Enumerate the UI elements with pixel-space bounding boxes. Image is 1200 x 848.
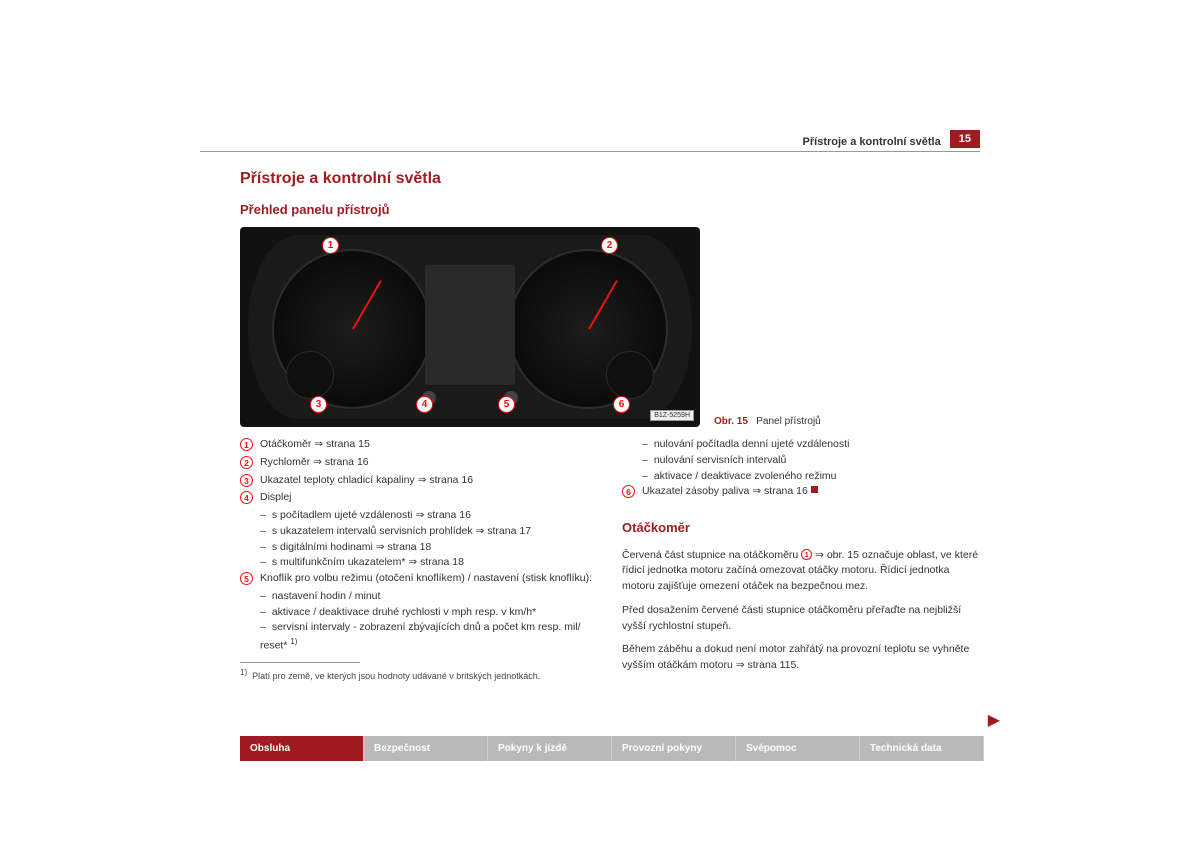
cluster-bg (248, 235, 692, 419)
list-sub: s ukazatelem intervalů servisních prohlí… (260, 524, 598, 540)
item-text: Ukazatel teploty chladicí kapaliny ⇒ str… (260, 473, 473, 489)
item-text: Displej (260, 490, 292, 506)
list-item-6: 6 Ukazatel zásoby paliva ⇒ strana 16 (622, 484, 980, 500)
section-subtitle: Přehled panelu přístrojů (240, 202, 980, 217)
list-sub: nastavení hodin / minut (260, 589, 598, 605)
speed-needle (588, 280, 618, 329)
body-text: Během záběhu a dokud není motor zahřátý … (622, 642, 980, 674)
item-number: 6 (622, 485, 635, 498)
right-column: nulování počítadla denní ujeté vzdálenos… (622, 437, 980, 684)
body-text: Před dosažením červené části stupnice ot… (622, 603, 980, 635)
item-number: 5 (240, 572, 253, 585)
center-display (425, 265, 515, 385)
list-sub: servisní intervaly - zobrazení zbývající… (260, 620, 598, 654)
item-text: Ukazatel zásoby paliva ⇒ strana 16 (642, 484, 818, 500)
list-sub: s digitálními hodinami ⇒ strana 18 (260, 540, 598, 556)
section-title-tacho: Otáčkoměr (622, 518, 980, 538)
fig-callout-3: 3 (310, 396, 327, 413)
footnote-rule (240, 662, 360, 663)
fuel-gauge (606, 351, 654, 399)
tab-bezpecnost[interactable]: Bezpečnost (364, 736, 488, 761)
item-number: 2 (240, 456, 253, 469)
tachometer-gauge (272, 249, 432, 409)
content-columns: 1 Otáčkoměr ⇒ strana 15 2 Rychloměr ⇒ st… (240, 437, 980, 684)
item-number: 4 (240, 491, 253, 504)
bottom-nav-tabs: Obsluha Bezpečnost Pokyny k jízdě Provoz… (240, 736, 984, 761)
list-item-3: 3 Ukazatel teploty chladicí kapaliny ⇒ s… (240, 473, 598, 489)
continue-arrow-icon: ▶ (988, 710, 1000, 730)
speedometer-gauge (508, 249, 668, 409)
item-number: 3 (240, 474, 253, 487)
item-text: Otáčkoměr ⇒ strana 15 (260, 437, 370, 453)
list-sub: nulování počítadla denní ujeté vzdálenos… (642, 437, 980, 453)
fig-callout-2: 2 (601, 237, 618, 254)
left-column: 1 Otáčkoměr ⇒ strana 15 2 Rychloměr ⇒ st… (240, 437, 598, 684)
figure-caption-text: Panel přístrojů (756, 416, 820, 427)
page-content: Přístroje a kontrolní světla Přehled pan… (240, 170, 980, 684)
fig-callout-1: 1 (322, 237, 339, 254)
coolant-temp-gauge (286, 351, 334, 399)
list-item-1: 1 Otáčkoměr ⇒ strana 15 (240, 437, 598, 453)
fig-callout-4: 4 (416, 396, 433, 413)
header-title: Přístroje a kontrolní světla (803, 136, 941, 148)
item-number: 1 (240, 438, 253, 451)
figure-row: 1 2 3 4 5 6 B1Z-5259H Obr. 15 Panel přís… (240, 227, 980, 427)
list-sub: nulování servisních intervalů (642, 453, 980, 469)
page-number-badge: 15 (950, 130, 980, 148)
tab-provozni[interactable]: Provozní pokyny (612, 736, 736, 761)
page-title: Přístroje a kontrolní světla (240, 170, 980, 188)
list-item-2: 2 Rychloměr ⇒ strana 16 (240, 455, 598, 471)
list-item-5: 5 Knoflík pro volbu režimu (otočení knof… (240, 571, 598, 587)
list-sub: aktivace / deaktivace druhé rychlosti v … (260, 605, 598, 621)
inline-callout: 1 (801, 549, 812, 560)
figure-caption: Obr. 15 Panel přístrojů (714, 416, 884, 427)
item-text: Rychloměr ⇒ strana 16 (260, 455, 369, 471)
item-text: Knoflík pro volbu režimu (otočení knoflí… (260, 571, 592, 587)
list-sub: aktivace / deaktivace zvoleného režimu (642, 469, 980, 485)
figure-code: B1Z-5259H (650, 410, 694, 421)
page-header: Přístroje a kontrolní světla 15 (200, 130, 980, 152)
list-sub: s počítadlem ujeté vzdálenosti ⇒ strana … (260, 508, 598, 524)
list-item-4: 4 Displej (240, 490, 598, 506)
tacho-needle (352, 280, 382, 329)
end-mark-icon (811, 486, 818, 493)
footnote: 1) Platí pro země, ve kterých jsou hodno… (240, 667, 598, 684)
tab-technicka[interactable]: Technická data (860, 736, 984, 761)
tab-pokyny-jizde[interactable]: Pokyny k jízdě (488, 736, 612, 761)
tab-svepomoc[interactable]: Svépomoc (736, 736, 860, 761)
body-text: Červená část stupnice na otáčkoměru 1 ⇒ … (622, 548, 980, 595)
tab-obsluha[interactable]: Obsluha (240, 736, 364, 761)
fig-callout-6: 6 (613, 396, 630, 413)
fig-callout-5: 5 (498, 396, 515, 413)
list-sub: s multifunkčním ukazatelem* ⇒ strana 18 (260, 555, 598, 571)
instrument-panel-figure: 1 2 3 4 5 6 B1Z-5259H (240, 227, 700, 427)
figure-caption-label: Obr. 15 (714, 416, 748, 427)
